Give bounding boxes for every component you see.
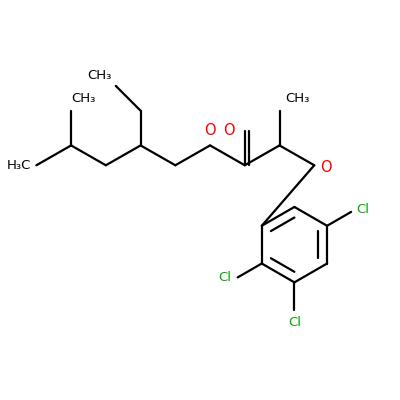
Text: O: O: [320, 160, 332, 175]
Text: Cl: Cl: [219, 271, 232, 284]
Text: CH₃: CH₃: [286, 92, 310, 105]
Text: O: O: [204, 124, 216, 138]
Text: CH₃: CH₃: [71, 92, 96, 105]
Text: Cl: Cl: [288, 316, 301, 329]
Text: H₃C: H₃C: [7, 159, 32, 172]
Text: O: O: [223, 123, 235, 138]
Text: Cl: Cl: [356, 204, 369, 216]
Text: CH₃: CH₃: [88, 69, 112, 82]
